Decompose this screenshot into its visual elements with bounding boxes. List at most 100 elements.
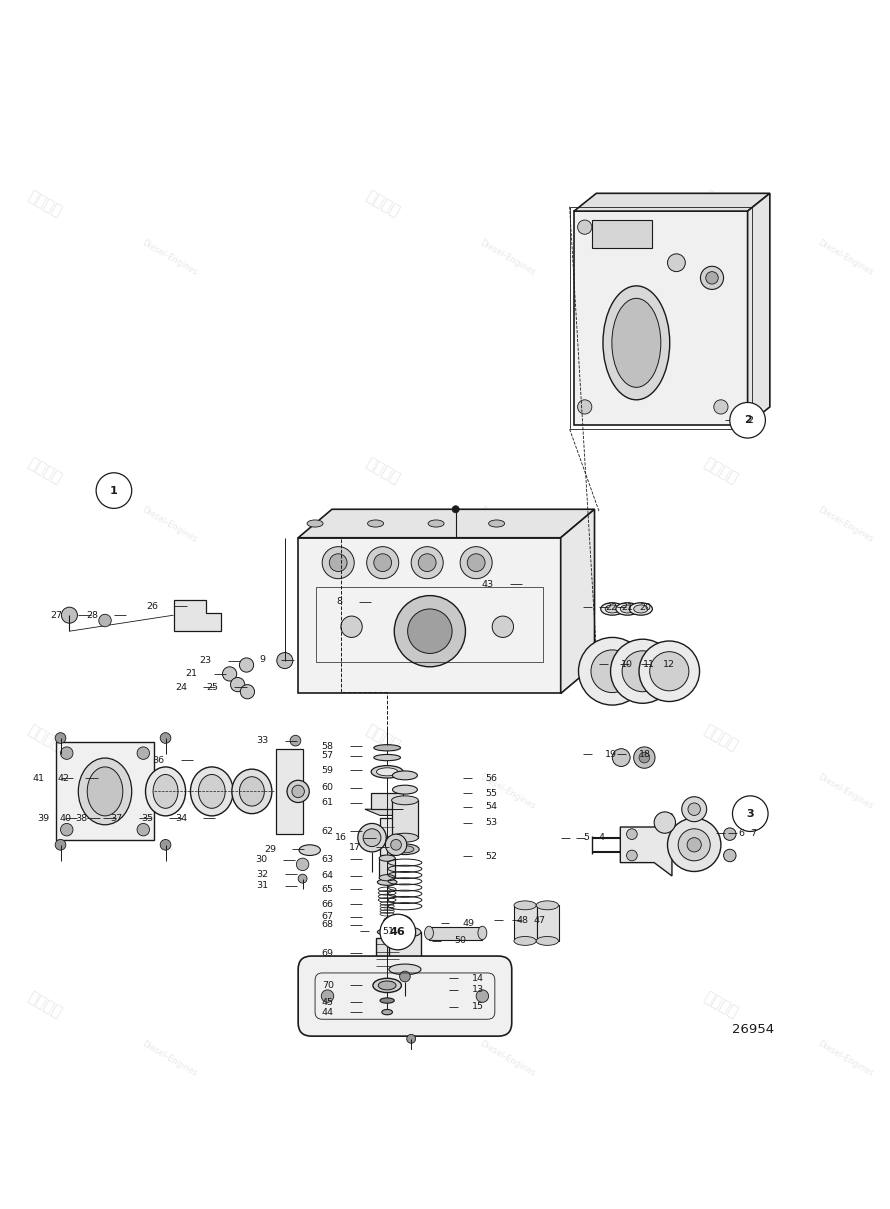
Text: Diesel-Engines: Diesel-Engines <box>140 771 198 811</box>
Polygon shape <box>748 193 770 424</box>
Ellipse shape <box>601 603 624 615</box>
Circle shape <box>99 614 111 626</box>
Text: 30: 30 <box>255 856 267 864</box>
Circle shape <box>137 823 150 835</box>
Circle shape <box>622 650 663 692</box>
Circle shape <box>407 1035 416 1043</box>
Text: 43: 43 <box>481 579 494 589</box>
Bar <box>570 207 752 429</box>
Polygon shape <box>620 814 672 877</box>
Text: Diesel-Engines: Diesel-Engines <box>816 505 875 544</box>
Text: Diesel-Engines: Diesel-Engines <box>140 505 198 544</box>
Ellipse shape <box>299 845 320 856</box>
Text: 53: 53 <box>485 818 498 827</box>
Ellipse shape <box>514 901 536 909</box>
Circle shape <box>476 990 489 1002</box>
Bar <box>380 818 394 856</box>
Circle shape <box>380 914 416 950</box>
Text: 52: 52 <box>485 852 497 861</box>
Polygon shape <box>298 509 595 538</box>
Ellipse shape <box>198 775 225 809</box>
Ellipse shape <box>78 758 132 825</box>
Text: 65: 65 <box>322 885 334 893</box>
Bar <box>537 906 559 941</box>
Ellipse shape <box>239 776 264 806</box>
Ellipse shape <box>425 926 433 939</box>
Bar <box>276 748 303 834</box>
Ellipse shape <box>428 520 444 527</box>
Circle shape <box>732 796 768 832</box>
Circle shape <box>341 617 362 637</box>
Ellipse shape <box>292 785 304 798</box>
Circle shape <box>460 546 492 579</box>
Text: 2: 2 <box>744 415 751 426</box>
Circle shape <box>61 607 77 623</box>
Text: 13: 13 <box>472 985 484 994</box>
Text: 42: 42 <box>58 774 69 782</box>
Text: 31: 31 <box>256 881 269 890</box>
Text: 1: 1 <box>110 486 117 496</box>
Text: 5: 5 <box>583 833 589 843</box>
Ellipse shape <box>489 520 505 527</box>
Text: 21: 21 <box>186 670 198 678</box>
Circle shape <box>391 839 401 850</box>
Polygon shape <box>365 809 409 815</box>
Bar <box>514 906 537 941</box>
Circle shape <box>578 220 592 235</box>
Circle shape <box>668 254 685 272</box>
Ellipse shape <box>374 754 401 760</box>
Ellipse shape <box>371 765 403 779</box>
Text: Diesel-Engines: Diesel-Engines <box>816 771 875 811</box>
Text: 66: 66 <box>322 899 334 909</box>
Text: 紫发动力: 紫发动力 <box>25 189 64 220</box>
Ellipse shape <box>478 926 487 939</box>
Ellipse shape <box>536 901 559 909</box>
Circle shape <box>668 818 721 872</box>
Ellipse shape <box>379 855 395 861</box>
Text: 54: 54 <box>485 802 497 811</box>
Polygon shape <box>298 538 561 694</box>
Ellipse shape <box>391 844 419 855</box>
Text: 55: 55 <box>485 788 497 798</box>
Text: 36: 36 <box>152 756 165 765</box>
Text: 紫发动力: 紫发动力 <box>363 189 402 220</box>
Text: Diesel-Engines: Diesel-Engines <box>478 1039 537 1078</box>
Circle shape <box>634 747 655 768</box>
Circle shape <box>714 400 728 413</box>
Text: 12: 12 <box>663 660 675 669</box>
Polygon shape <box>174 600 221 631</box>
Text: 29: 29 <box>264 845 276 854</box>
Text: 紫发动力: 紫发动力 <box>363 723 402 753</box>
Bar <box>592 220 652 249</box>
Text: 紫发动力: 紫发动力 <box>363 456 402 486</box>
Text: 11: 11 <box>643 660 654 669</box>
Text: 25: 25 <box>206 683 218 692</box>
Ellipse shape <box>629 603 652 615</box>
Text: 10: 10 <box>621 660 633 669</box>
Text: 41: 41 <box>33 774 44 782</box>
Circle shape <box>730 403 765 438</box>
Circle shape <box>682 797 707 822</box>
Text: 26954: 26954 <box>732 1024 774 1036</box>
Circle shape <box>627 850 637 861</box>
Circle shape <box>160 839 171 850</box>
Circle shape <box>367 546 399 579</box>
Text: 6: 6 <box>739 828 745 838</box>
Ellipse shape <box>616 603 639 615</box>
Ellipse shape <box>612 299 661 387</box>
Circle shape <box>322 546 354 579</box>
Bar <box>376 938 399 978</box>
Text: 39: 39 <box>36 814 49 822</box>
Bar <box>392 800 418 838</box>
Bar <box>316 586 543 663</box>
Ellipse shape <box>377 929 397 935</box>
Circle shape <box>231 677 245 692</box>
Text: 34: 34 <box>174 814 187 822</box>
Text: 32: 32 <box>256 869 269 879</box>
Text: 8: 8 <box>336 597 343 607</box>
Text: 51: 51 <box>383 926 394 936</box>
Text: 19: 19 <box>605 750 617 758</box>
Text: Diesel-Engines: Diesel-Engines <box>478 238 537 277</box>
Ellipse shape <box>373 978 401 993</box>
Ellipse shape <box>380 997 394 1003</box>
